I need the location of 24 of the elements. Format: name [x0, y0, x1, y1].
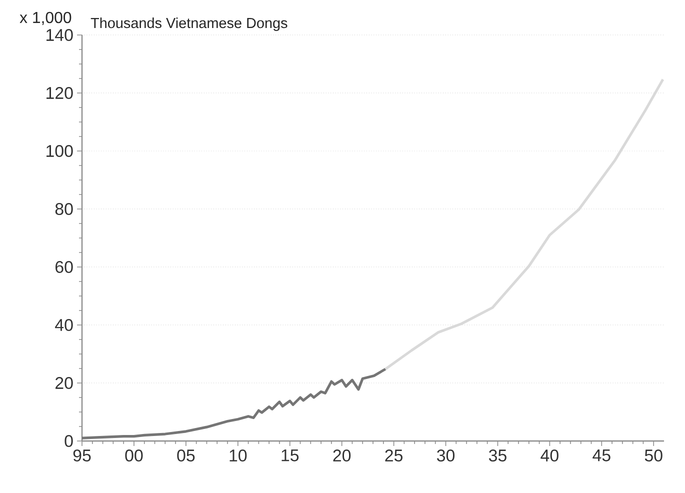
x-tick-label: 05: [177, 450, 195, 462]
y-tick-label: 80: [55, 202, 73, 215]
x-tick-label: 20: [333, 450, 351, 462]
line-series: [82, 368, 387, 440]
x-tick-label: 00: [125, 450, 143, 462]
x-tick-label: 30: [436, 450, 455, 462]
y-tick-label: 140: [46, 28, 73, 41]
x-tick-label: 45: [592, 450, 610, 462]
y-axis-title: Thousands Vietnamese Dongs: [90, 18, 288, 31]
line-series: [384, 78, 664, 370]
x-tick-label: 15: [282, 450, 299, 462]
y-tick-label: 20: [56, 376, 73, 389]
y-tick-label: 40: [55, 318, 73, 331]
x-tick-label: 35: [488, 450, 506, 462]
x-tick-label: 25: [385, 450, 402, 462]
y-tick-label: 60: [56, 260, 73, 273]
text: x 1,000: [20, 12, 72, 26]
x-tick-label: 40: [540, 450, 558, 462]
y-tick-label: 120: [46, 86, 73, 99]
x-tick-label: 10: [230, 450, 247, 462]
x-tick-label: 95: [73, 450, 91, 462]
y-tick-label: 0: [64, 434, 73, 447]
x-tick-label: 50: [644, 450, 662, 462]
y-tick-label: 100: [46, 144, 73, 157]
